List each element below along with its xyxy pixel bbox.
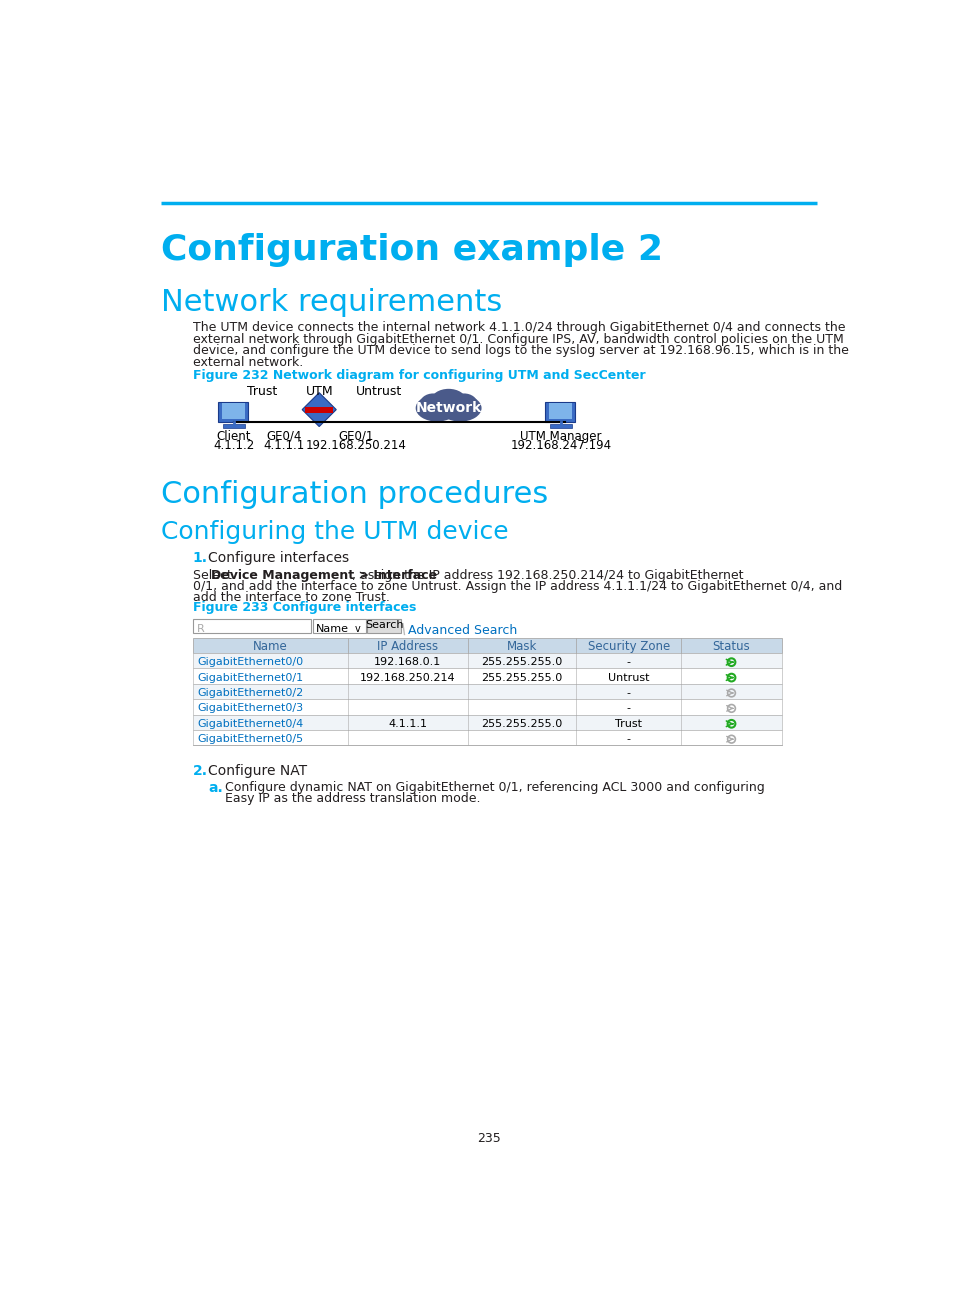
FancyBboxPatch shape <box>193 714 781 730</box>
Text: Select: Select <box>193 569 235 582</box>
Text: IP Address: IP Address <box>377 640 438 653</box>
Text: Network: Network <box>416 400 481 415</box>
Text: Network requirements: Network requirements <box>161 288 502 318</box>
Text: Configure NAT: Configure NAT <box>208 763 307 778</box>
FancyBboxPatch shape <box>367 619 401 632</box>
Text: Search: Search <box>365 621 403 630</box>
FancyBboxPatch shape <box>545 402 575 422</box>
FancyBboxPatch shape <box>548 403 571 419</box>
Text: GigabitEthernet0/2: GigabitEthernet0/2 <box>197 688 303 699</box>
Text: 4.1.1.1: 4.1.1.1 <box>388 719 427 728</box>
FancyBboxPatch shape <box>193 669 781 684</box>
Text: Mask: Mask <box>507 640 537 653</box>
Text: external network.: external network. <box>193 355 303 369</box>
Polygon shape <box>302 393 335 426</box>
Text: UTM: UTM <box>305 385 333 398</box>
Text: 4.1.1.2: 4.1.1.2 <box>213 439 254 452</box>
Text: 192.168.250.214: 192.168.250.214 <box>359 673 456 683</box>
Text: Configuration example 2: Configuration example 2 <box>161 232 662 267</box>
Ellipse shape <box>450 394 477 415</box>
Text: v: v <box>355 625 360 635</box>
Text: 0/1, and add the interface to zone Untrust. Assign the IP address 4.1.1.1/24 to : 0/1, and add the interface to zone Untru… <box>193 579 841 592</box>
Text: add the interface to zone Trust.: add the interface to zone Trust. <box>193 591 390 604</box>
Text: Configure dynamic NAT on GigabitEthernet 0/1, referencing ACL 3000 and configuri: Configure dynamic NAT on GigabitEthernet… <box>224 780 763 793</box>
FancyBboxPatch shape <box>550 424 571 428</box>
FancyBboxPatch shape <box>193 699 781 714</box>
Text: -: - <box>626 734 630 744</box>
FancyBboxPatch shape <box>193 730 781 745</box>
Text: GigabitEthernet0/3: GigabitEthernet0/3 <box>197 704 303 713</box>
FancyBboxPatch shape <box>193 684 781 699</box>
FancyBboxPatch shape <box>313 619 365 632</box>
Text: -: - <box>626 688 630 699</box>
FancyBboxPatch shape <box>193 653 781 669</box>
FancyBboxPatch shape <box>193 638 781 653</box>
Ellipse shape <box>431 389 466 412</box>
Text: GigabitEthernet0/0: GigabitEthernet0/0 <box>197 657 303 667</box>
Text: Client: Client <box>216 430 251 443</box>
Text: 235: 235 <box>476 1131 500 1144</box>
Text: GE0/1: GE0/1 <box>337 430 373 443</box>
Text: 255.255.255.0: 255.255.255.0 <box>481 719 562 728</box>
Text: -: - <box>626 657 630 667</box>
Text: -: - <box>626 704 630 713</box>
Text: 255.255.255.0: 255.255.255.0 <box>481 673 562 683</box>
Text: GE0/4: GE0/4 <box>266 430 302 443</box>
Text: Untrust: Untrust <box>607 673 649 683</box>
Text: Trust: Trust <box>615 719 641 728</box>
Text: Name: Name <box>315 625 349 635</box>
Text: Security Zone: Security Zone <box>587 640 669 653</box>
Text: 255.255.255.0: 255.255.255.0 <box>481 657 562 667</box>
Text: Easy IP as the address translation mode.: Easy IP as the address translation mode. <box>224 792 479 805</box>
Ellipse shape <box>416 394 457 421</box>
FancyBboxPatch shape <box>218 402 248 422</box>
Text: Untrust: Untrust <box>355 385 401 398</box>
Text: 4.1.1.1: 4.1.1.1 <box>263 439 305 452</box>
Polygon shape <box>305 407 333 412</box>
Text: GigabitEthernet0/4: GigabitEthernet0/4 <box>197 719 303 728</box>
Text: Configuring the UTM device: Configuring the UTM device <box>161 521 508 544</box>
Text: 192.168.0.1: 192.168.0.1 <box>374 657 441 667</box>
Text: Figure 233 Configure interfaces: Figure 233 Configure interfaces <box>193 600 416 613</box>
Text: Advanced Search: Advanced Search <box>407 625 517 638</box>
Text: a.: a. <box>208 780 223 794</box>
Text: UTM Manager: UTM Manager <box>519 430 601 443</box>
Text: 192.168.250.214: 192.168.250.214 <box>305 439 406 452</box>
Text: Device Management > Interface: Device Management > Interface <box>211 569 436 582</box>
Text: Trust: Trust <box>247 385 277 398</box>
Text: 2.: 2. <box>193 763 208 778</box>
Text: device, and configure the UTM device to send logs to the syslog server at 192.16: device, and configure the UTM device to … <box>193 345 848 358</box>
Text: GigabitEthernet0/1: GigabitEthernet0/1 <box>197 673 303 683</box>
FancyBboxPatch shape <box>221 403 245 419</box>
Text: 192.168.247.194: 192.168.247.194 <box>510 439 611 452</box>
Text: Configuration procedures: Configuration procedures <box>161 481 548 509</box>
Text: The UTM device connects the internal network 4.1.1.0/24 through GigabitEthernet : The UTM device connects the internal net… <box>193 321 844 334</box>
Text: GigabitEthernet0/5: GigabitEthernet0/5 <box>197 734 303 744</box>
Text: , assign the IP address 192.168.250.214/24 to GigabitEthernet: , assign the IP address 192.168.250.214/… <box>352 569 742 582</box>
FancyBboxPatch shape <box>193 619 311 632</box>
Text: Configure interfaces: Configure interfaces <box>208 551 349 565</box>
FancyBboxPatch shape <box>223 424 245 428</box>
Ellipse shape <box>419 394 446 415</box>
Text: external network through GigabitEthernet 0/1. Configure IPS, AV, bandwidth contr: external network through GigabitEthernet… <box>193 333 842 346</box>
Text: Name: Name <box>253 640 288 653</box>
Text: R: R <box>196 625 204 635</box>
Text: Status: Status <box>712 640 750 653</box>
Text: Figure 232 Network diagram for configuring UTM and SecCenter: Figure 232 Network diagram for configuri… <box>193 369 645 382</box>
Ellipse shape <box>438 394 481 421</box>
Text: 1.: 1. <box>193 551 208 565</box>
